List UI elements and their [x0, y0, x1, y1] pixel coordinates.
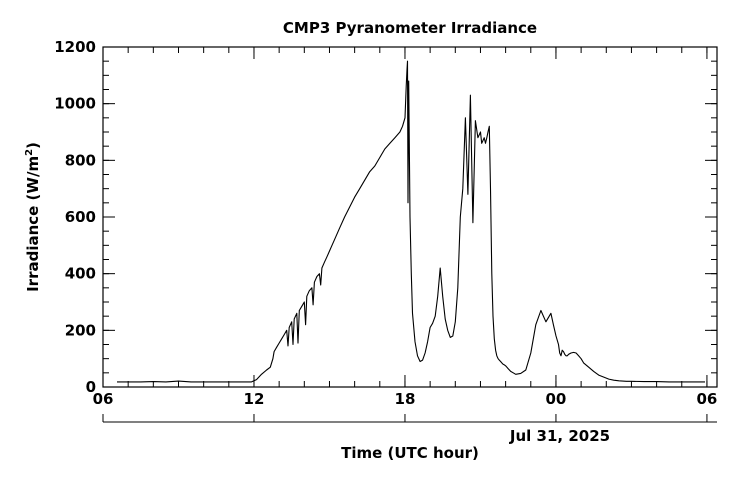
y-tick-label: 400 — [65, 265, 96, 283]
date-label: Jul 31, 2025 — [509, 427, 610, 445]
x-tick-label: 06 — [696, 390, 717, 408]
y-tick-label: 200 — [65, 321, 96, 339]
y-tick-label: 0 — [86, 378, 96, 396]
y-axis-title-suffix: ) — [24, 142, 42, 149]
irradiance-series-line — [117, 60, 705, 383]
x-tick-label: 12 — [244, 390, 265, 408]
y-axis-title: Irradiance (W/m2) — [24, 142, 42, 292]
y-axis-title-superscript: 2 — [24, 149, 35, 156]
x-tick-label: 18 — [395, 390, 416, 408]
y-axis-title-main: Irradiance (W/m — [24, 156, 42, 292]
y-tick-label: 1200 — [54, 38, 96, 56]
x-tick-label: 00 — [546, 390, 567, 408]
x-tick-label: 06 — [93, 390, 114, 408]
y-tick-label: 800 — [65, 151, 96, 169]
y-tick-label: 1000 — [54, 95, 96, 113]
y-tick-label: 600 — [65, 208, 96, 226]
x-axis-title: Time (UTC hour) — [341, 444, 479, 462]
chart-title: CMP3 Pyranometer Irradiance — [283, 19, 537, 37]
y-axis-ticks: 0 200 400 600 800 1000 1200 — [54, 38, 717, 396]
x-axis-ticks: 06 12 18 00 06 — [93, 47, 717, 422]
